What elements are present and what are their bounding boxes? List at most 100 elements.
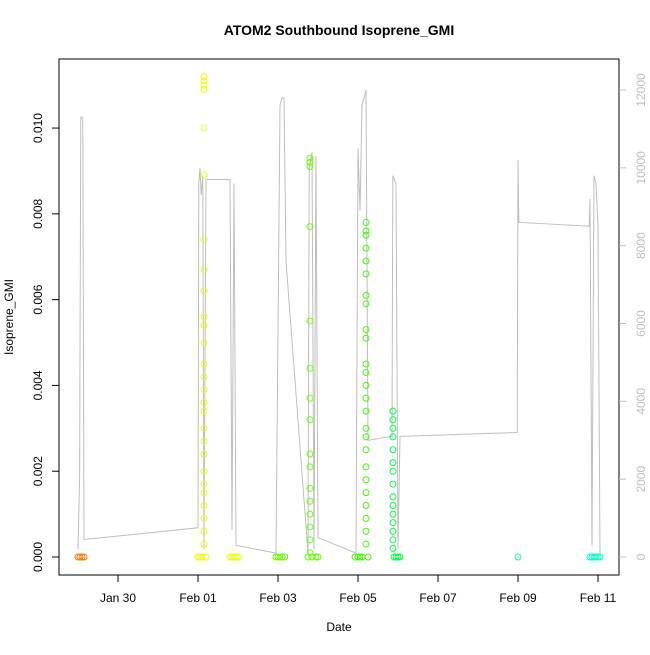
point xyxy=(389,407,397,415)
point xyxy=(306,158,314,166)
point xyxy=(200,373,208,381)
point xyxy=(306,484,314,492)
y2-tick-label: 4000 xyxy=(634,388,648,415)
point xyxy=(200,339,208,347)
point xyxy=(362,514,370,522)
point xyxy=(356,553,364,561)
y-tick-label: 0.008 xyxy=(31,199,45,229)
point xyxy=(306,317,314,325)
point xyxy=(389,416,397,424)
y-tick-label: 0.006 xyxy=(31,284,45,314)
x-tick-label: Feb 05 xyxy=(339,591,377,605)
point xyxy=(389,519,397,527)
point xyxy=(362,407,370,415)
point xyxy=(594,553,602,561)
point xyxy=(200,287,208,295)
y-tick-label: 0.002 xyxy=(31,456,45,486)
point xyxy=(362,244,370,252)
point xyxy=(362,291,370,299)
point xyxy=(200,321,208,329)
point xyxy=(596,553,604,561)
point xyxy=(306,523,314,531)
x-tick-label: Feb 09 xyxy=(499,591,537,605)
point xyxy=(389,536,397,544)
point xyxy=(306,223,314,231)
point xyxy=(389,467,397,475)
point xyxy=(394,553,402,561)
point xyxy=(396,553,404,561)
point xyxy=(389,527,397,535)
point xyxy=(200,73,208,81)
point xyxy=(200,502,208,510)
point xyxy=(362,334,370,342)
point xyxy=(200,437,208,445)
point xyxy=(306,163,314,171)
y2-tick-label: 6000 xyxy=(634,310,648,337)
point xyxy=(306,463,314,471)
point xyxy=(200,424,208,432)
point xyxy=(200,467,208,475)
point xyxy=(306,364,314,372)
y2-tick-label: 8000 xyxy=(634,232,648,259)
point xyxy=(80,553,88,561)
chart-title: ATOM2 Southbound Isoprene_GMI xyxy=(224,22,454,38)
point xyxy=(362,381,370,389)
point xyxy=(232,553,240,561)
point xyxy=(200,236,208,244)
point xyxy=(362,231,370,239)
point xyxy=(78,553,86,561)
point xyxy=(362,489,370,497)
point xyxy=(200,399,208,407)
point xyxy=(389,459,397,467)
x-tick-label: Feb 03 xyxy=(259,591,297,605)
point xyxy=(354,553,362,561)
x-tick-label: Feb 01 xyxy=(179,591,217,605)
point xyxy=(392,553,400,561)
point xyxy=(362,227,370,235)
point xyxy=(362,394,370,402)
point xyxy=(362,218,370,226)
point xyxy=(200,313,208,321)
point xyxy=(389,433,397,441)
point xyxy=(234,553,242,561)
point xyxy=(362,270,370,278)
x-tick-label: Feb 11 xyxy=(580,591,617,605)
point xyxy=(362,257,370,265)
point xyxy=(202,553,210,561)
point xyxy=(362,300,370,308)
point xyxy=(389,502,397,510)
point xyxy=(76,553,84,561)
y-tick-label: 0.004 xyxy=(31,370,45,400)
y2-tick-label: 2000 xyxy=(634,465,648,492)
point xyxy=(200,407,208,415)
y2-tick-label: 0 xyxy=(634,553,648,560)
point xyxy=(362,326,370,334)
point xyxy=(362,369,370,377)
point xyxy=(200,540,208,548)
x-axis-label: Date xyxy=(326,620,352,634)
point xyxy=(306,154,314,162)
altitude-line xyxy=(77,89,601,554)
point xyxy=(194,553,202,561)
point xyxy=(306,450,314,458)
point xyxy=(278,553,286,561)
point xyxy=(362,502,370,510)
point xyxy=(389,510,397,518)
point xyxy=(362,527,370,535)
point xyxy=(200,85,208,93)
point xyxy=(276,553,284,561)
point xyxy=(200,527,208,535)
point xyxy=(362,433,370,441)
point xyxy=(312,553,320,561)
y2-tick-label: 12000 xyxy=(634,73,648,107)
point xyxy=(389,493,397,501)
point xyxy=(306,497,314,505)
point xyxy=(306,536,314,544)
x-tick-label: Jan 30 xyxy=(100,591,136,605)
point xyxy=(362,424,370,432)
point xyxy=(306,510,314,518)
point xyxy=(389,446,397,454)
point xyxy=(274,553,282,561)
